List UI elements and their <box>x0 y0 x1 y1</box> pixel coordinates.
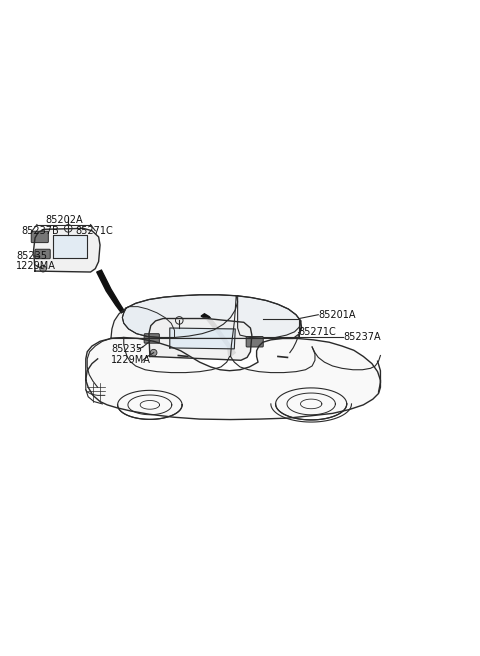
Text: 85271C: 85271C <box>75 226 113 236</box>
Text: 1229MA: 1229MA <box>111 356 151 365</box>
FancyBboxPatch shape <box>31 231 48 243</box>
Polygon shape <box>86 337 381 420</box>
Text: 85237A: 85237A <box>343 333 381 342</box>
Polygon shape <box>149 319 252 360</box>
FancyBboxPatch shape <box>144 334 159 343</box>
Text: 85201A: 85201A <box>318 310 356 319</box>
Polygon shape <box>170 328 235 349</box>
Text: 85271C: 85271C <box>298 327 336 337</box>
Text: 85202A: 85202A <box>46 215 83 225</box>
Polygon shape <box>34 228 100 272</box>
Polygon shape <box>238 296 301 338</box>
Polygon shape <box>201 314 235 356</box>
Text: 85235: 85235 <box>111 344 142 354</box>
Polygon shape <box>111 295 301 338</box>
Polygon shape <box>122 306 175 337</box>
Polygon shape <box>96 270 124 313</box>
Text: 85235: 85235 <box>16 251 47 261</box>
Circle shape <box>150 350 157 356</box>
Text: 1229MA: 1229MA <box>16 261 56 272</box>
Polygon shape <box>53 236 87 258</box>
FancyBboxPatch shape <box>246 337 263 347</box>
Polygon shape <box>122 295 238 337</box>
Circle shape <box>40 266 47 272</box>
FancyBboxPatch shape <box>35 249 50 258</box>
Text: 85237B: 85237B <box>22 226 60 236</box>
